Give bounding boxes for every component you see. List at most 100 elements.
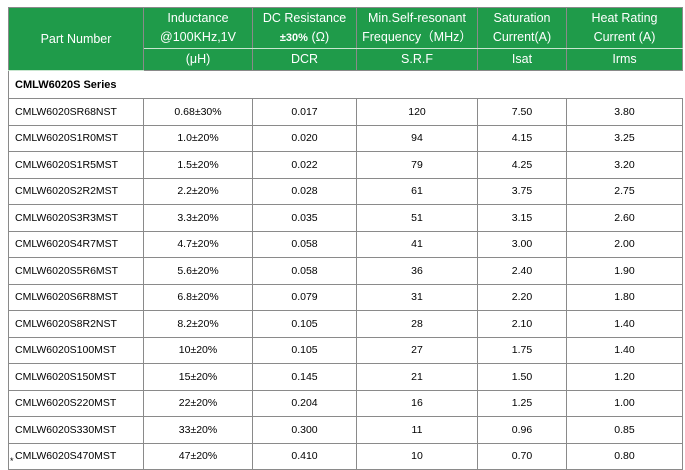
cell-dcr: 0.035 xyxy=(252,204,357,232)
cell-part: CMLW6020S2R2MST xyxy=(8,177,144,205)
cell-srf: 61 xyxy=(356,177,478,205)
cell-srf: 120 xyxy=(356,98,478,126)
cell-isat: 0.70 xyxy=(477,442,567,470)
cell-part: CMLW6020S1R0MST xyxy=(8,124,144,152)
cell-srf: 94 xyxy=(356,124,478,152)
cell-isat: 7.50 xyxy=(477,98,567,126)
cell-isat: 3.00 xyxy=(477,230,567,258)
cell-part: CMLW6020S1R5MST xyxy=(8,151,144,179)
cell-irms: 1.80 xyxy=(566,283,683,311)
header-irms: Heat Rating Current (A) xyxy=(566,7,683,49)
header-inductance-unit: (μH) xyxy=(143,48,253,71)
table-row: CMLW6020S4R7MST 4.7±20% 0.058 41 3.00 2.00 xyxy=(8,230,683,258)
cell-srf: 41 xyxy=(356,230,478,258)
header-isat-sub: Isat xyxy=(477,48,567,71)
header-irms-line2: Current (A) xyxy=(593,30,656,44)
cell-dcr: 0.020 xyxy=(252,124,357,152)
cell-irms: 1.40 xyxy=(566,310,683,338)
cell-irms: 2.60 xyxy=(566,204,683,232)
cell-srf: 21 xyxy=(356,363,478,391)
cell-part: CMLW6020S220MST xyxy=(8,389,144,417)
cell-irms: 2.75 xyxy=(566,177,683,205)
cell-inductance: 4.7±20% xyxy=(143,230,253,258)
cell-irms: 2.00 xyxy=(566,230,683,258)
cell-isat: 0.96 xyxy=(477,416,567,444)
cell-dcr: 0.105 xyxy=(252,336,357,364)
cell-inductance: 2.2±20% xyxy=(143,177,253,205)
header-subrow: (μH) DCR S.R.F Isat Irms xyxy=(9,48,683,71)
header-inductance: Inductance @100KHz,1V xyxy=(143,7,253,49)
cell-dcr: 0.300 xyxy=(252,416,357,444)
header-srf-line1: Min.Self-resonant xyxy=(368,11,466,25)
cell-srf: 16 xyxy=(356,389,478,417)
cell-isat: 3.75 xyxy=(477,177,567,205)
cell-srf: 51 xyxy=(356,204,478,232)
cell-inductance: 47±20% xyxy=(143,442,253,470)
header-inductance-line2: @100KHz,1V xyxy=(160,30,236,44)
cell-dcr: 0.022 xyxy=(252,151,357,179)
cell-part: CMLW6020S3R3MST xyxy=(8,204,144,232)
table-row: CMLW6020S330MST 33±20% 0.300 11 0.96 0.85 xyxy=(8,416,683,444)
table-row: CMLW6020S100MST 10±20% 0.105 27 1.75 1.40 xyxy=(8,336,683,364)
series-row: CMLW6020S Series xyxy=(8,70,683,99)
cell-dcr: 0.105 xyxy=(252,310,357,338)
header-dcr-tolerance: ±30% xyxy=(279,31,308,44)
cell-isat: 2.20 xyxy=(477,283,567,311)
cell-part: CMLW6020S4R7MST xyxy=(8,230,144,258)
cell-irms: 3.20 xyxy=(566,151,683,179)
cell-dcr: 0.410 xyxy=(252,442,357,470)
cell-inductance: 6.8±20% xyxy=(143,283,253,311)
cell-dcr: 0.058 xyxy=(252,230,357,258)
cell-part: CMLW6020S5R6MST xyxy=(8,257,144,285)
header-isat-line2: Current(A) xyxy=(492,30,552,44)
header-srf-line2: Frequency（MHz） xyxy=(362,30,472,44)
table-row: CMLW6020SR68NST 0.68±30% 0.017 120 7.50 3.80 xyxy=(8,98,683,126)
cell-irms: 1.20 xyxy=(566,363,683,391)
cell-isat: 1.50 xyxy=(477,363,567,391)
cell-isat: 2.10 xyxy=(477,310,567,338)
cell-srf: 28 xyxy=(356,310,478,338)
cell-irms: 0.80 xyxy=(566,442,683,470)
cell-irms: 0.85 xyxy=(566,416,683,444)
cell-isat: 1.25 xyxy=(477,389,567,417)
cell-inductance: 1.5±20% xyxy=(143,151,253,179)
table-row: CMLW6020S1R5MST 1.5±20% 0.022 79 4.25 3.20 xyxy=(8,151,683,179)
header-isat: Saturation Current(A) xyxy=(477,7,567,49)
footnote-marker: * xyxy=(10,456,14,466)
cell-inductance: 1.0±20% xyxy=(143,124,253,152)
cell-inductance: 5.6±20% xyxy=(143,257,253,285)
table-row: CMLW6020S5R6MST 5.6±20% 0.058 36 2.40 1.90 xyxy=(8,257,683,285)
table-row: CMLW6020S3R3MST 3.3±20% 0.035 51 3.15 2.60 xyxy=(8,204,683,232)
header-dcr: DC Resistance ±30% (Ω) xyxy=(252,7,357,49)
cell-isat: 2.40 xyxy=(477,257,567,285)
cell-srf: 79 xyxy=(356,151,478,179)
header-dcr-unit: (Ω) xyxy=(311,29,330,44)
header-irms-sub: Irms xyxy=(566,48,683,71)
cell-inductance: 15±20% xyxy=(143,363,253,391)
cell-dcr: 0.058 xyxy=(252,257,357,285)
cell-part: CMLW6020S6R8MST xyxy=(8,283,144,311)
cell-part: CMLW6020S330MST xyxy=(8,416,144,444)
header-row: Part Number Inductance @100KHz,1V DC Res… xyxy=(8,7,683,71)
cell-inductance: 22±20% xyxy=(143,389,253,417)
header-srf: Min.Self-resonant Frequency（MHz） xyxy=(356,7,478,49)
table-row: CMLW6020S8R2NST 8.2±20% 0.105 28 2.10 1.40 xyxy=(8,310,683,338)
header-part-number: Part Number xyxy=(8,7,144,71)
header-isat-line1: Saturation xyxy=(493,11,551,25)
cell-inductance: 0.68±30% xyxy=(143,98,253,126)
header-dcr-sub: DCR xyxy=(252,48,357,71)
cell-srf: 11 xyxy=(356,416,478,444)
series-label: CMLW6020S Series xyxy=(8,70,683,99)
header-dcr-line1: DC Resistance xyxy=(262,10,347,25)
table-row: CMLW6020S2R2MST 2.2±20% 0.028 61 3.75 2.75 xyxy=(8,177,683,205)
cell-srf: 10 xyxy=(356,442,478,470)
cell-dcr: 0.028 xyxy=(252,177,357,205)
cell-irms: 3.80 xyxy=(566,98,683,126)
cell-irms: 3.25 xyxy=(566,124,683,152)
cell-isat: 4.25 xyxy=(477,151,567,179)
inductor-spec-table: Part Number Inductance @100KHz,1V DC Res… xyxy=(8,7,683,470)
cell-srf: 31 xyxy=(356,283,478,311)
table-row: CMLW6020S150MST 15±20% 0.145 21 1.50 1.20 xyxy=(8,363,683,391)
cell-irms: 1.00 xyxy=(566,389,683,417)
table-row: CMLW6020S1R0MST 1.0±20% 0.020 94 4.15 3.25 xyxy=(8,124,683,152)
